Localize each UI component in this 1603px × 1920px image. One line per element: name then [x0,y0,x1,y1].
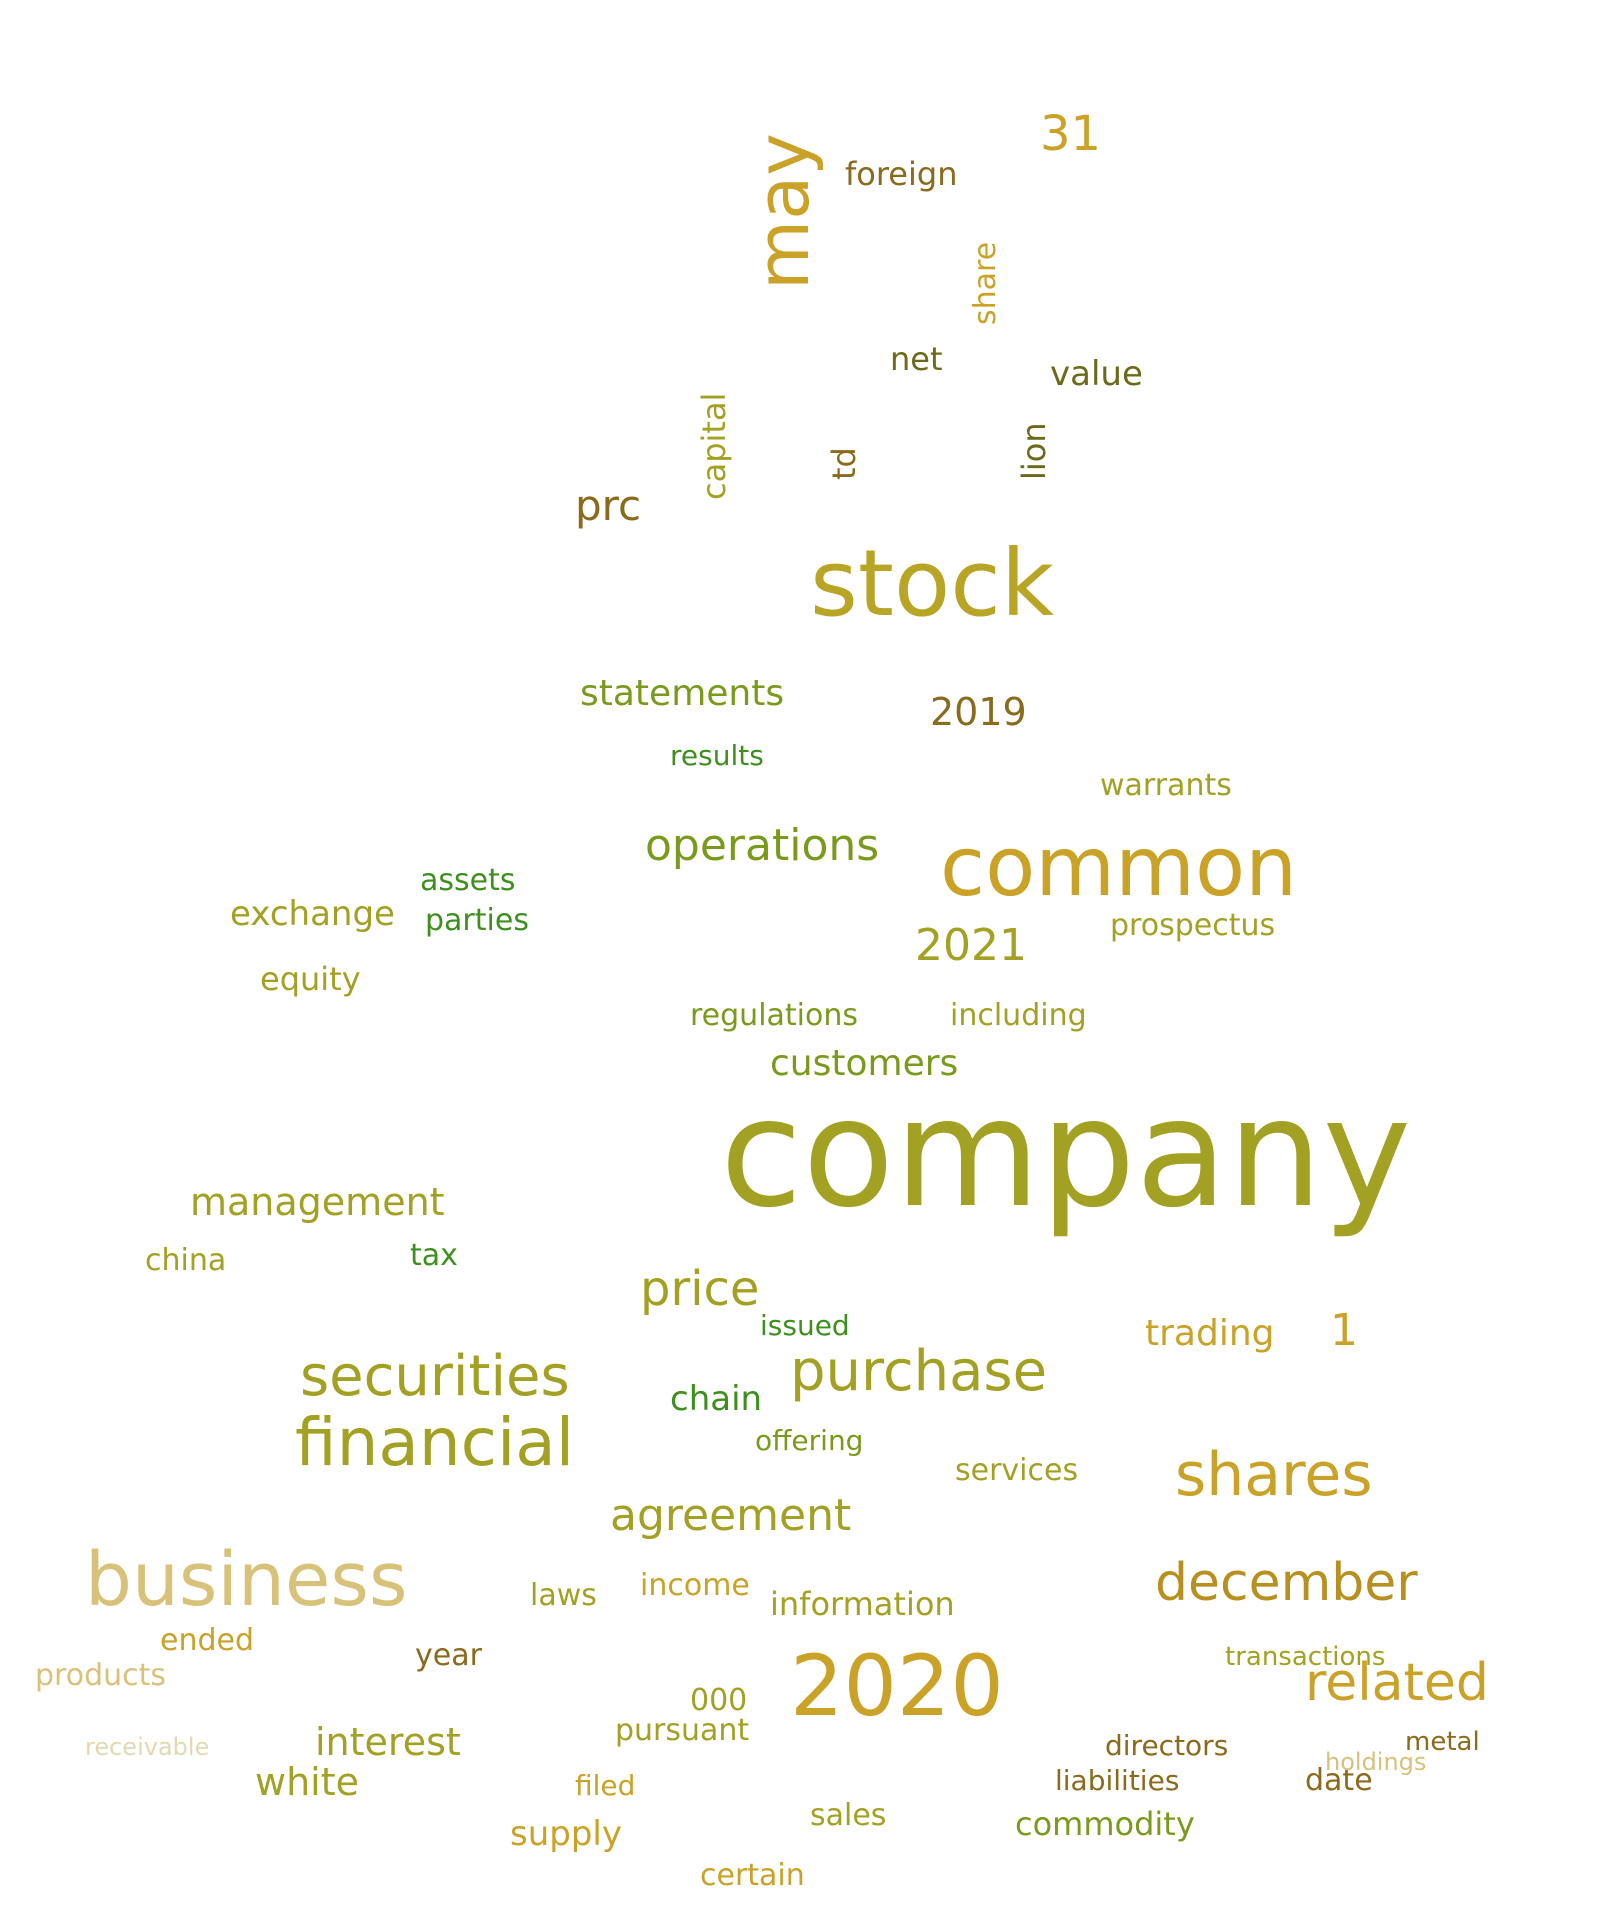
word-white: white [255,1760,359,1804]
word-business: business [85,1537,408,1623]
word-capital: capital [695,393,733,500]
word-income: income [640,1568,750,1603]
word-parties: parties [425,903,529,938]
word-operations: operations [645,820,879,871]
word-directors: directors [1105,1729,1228,1762]
word-may: may [741,133,825,290]
word-assets: assets [420,863,516,898]
word-december: december [1155,1553,1418,1613]
word-stock: stock [810,530,1055,637]
word-td: td [825,447,863,480]
word-tax: tax [410,1238,458,1273]
word-prc: prc [575,481,641,530]
word-interest: interest [315,1720,461,1764]
word-products: products [35,1658,166,1693]
word-2019: 2019 [930,690,1027,734]
word-supply: supply [510,1814,622,1854]
word-company: company [720,1067,1411,1241]
word-commodity: commodity [1015,1805,1195,1843]
word-2020: 2020 [790,1637,1004,1735]
word-chain: chain [670,1379,762,1419]
word-china: china [145,1243,226,1278]
word-ended: ended [160,1623,254,1658]
word-price: price [640,1261,759,1317]
word-sales: sales [810,1798,886,1833]
word-liabilities: liabilities [1055,1764,1179,1797]
word-certain: certain [700,1858,805,1893]
word-lion: lion [1015,422,1053,480]
word-regulations: regulations [690,998,858,1033]
word-securities: securities [300,1344,570,1409]
word-management: management [190,1180,445,1224]
word-000: 000 [690,1683,747,1718]
word-including: including [950,998,1087,1033]
word-foreign: foreign [845,155,957,193]
word-pursuant: pursuant [615,1713,749,1748]
word-statements: statements [580,673,784,714]
word-31: 31 [1040,106,1101,162]
word-equity: equity [260,960,361,998]
word-filed: filed [575,1769,635,1802]
word-issued: issued [760,1309,850,1342]
word-results: results [670,739,764,772]
word-purchase: purchase [790,1339,1047,1404]
word-transactions: transactions [1225,1642,1385,1672]
word-net: net [890,340,943,378]
word-prospectus: prospectus [1110,908,1275,943]
word-date: date [1305,1763,1373,1798]
word-1: 1 [1330,1305,1358,1356]
word-receivable: receivable [85,1733,209,1761]
word-shares: shares [1175,1440,1373,1510]
word-share: share [968,242,1003,325]
word-2021: 2021 [915,920,1027,971]
word-laws: laws [530,1578,597,1613]
word-information: information [770,1585,955,1623]
word-agreement: agreement [610,1490,851,1541]
word-exchange: exchange [230,894,395,934]
word-services: services [955,1453,1078,1488]
word-offering: offering [755,1424,863,1457]
word-customers: customers [770,1043,958,1084]
word-metal: metal [1405,1727,1480,1757]
word-value: value [1050,354,1143,394]
word-financial: financial [295,1404,574,1481]
word-trading: trading [1145,1313,1275,1354]
word-related: related [1305,1653,1489,1713]
word-warrants: warrants [1100,768,1232,803]
word-year: year [415,1638,483,1673]
word-holdings: holdings [1325,1748,1426,1776]
word-common: common [940,820,1297,915]
